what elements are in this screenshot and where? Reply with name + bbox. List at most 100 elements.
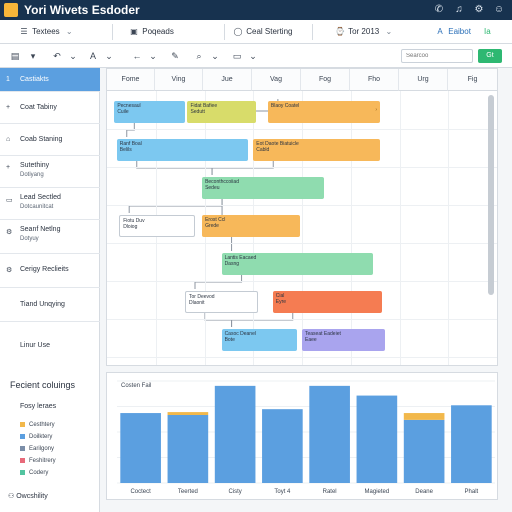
task-subtitle: Sedutt <box>190 109 205 115</box>
chart-bar-base[interactable] <box>214 385 256 483</box>
tab-textees[interactable]: ☰ Textees ⌄ <box>18 25 72 39</box>
chevron-down-icon[interactable]: ⌄ <box>211 51 219 61</box>
chart-bar-base[interactable] <box>262 409 303 483</box>
chart-bar-base[interactable] <box>167 415 209 483</box>
gantt-grid-line <box>107 357 497 358</box>
sidebar-item-coat-tabiny[interactable]: + Coat Tabiny <box>0 92 100 124</box>
task-subtitle: Cabld <box>256 147 270 153</box>
bar-chart-panel: Costen Fail Coctect Teerted Cisty Toyt 4 Rat… <box>106 372 498 500</box>
legend-item[interactable]: Feshitrery <box>20 457 56 465</box>
gantt-task-bar[interactable]: Beconthccoiiad Sedeu <box>202 177 324 199</box>
gantt-task-bar[interactable]: Fiotu Duv Dloiog <box>119 215 195 237</box>
legend-item[interactable]: Codery <box>20 469 48 477</box>
chevron-down-icon[interactable]: ⌄ <box>149 51 157 61</box>
sidebar-footer[interactable]: ⚇ Owcshility <box>8 492 48 500</box>
pencil-icon[interactable]: ✎ <box>171 51 179 61</box>
sidebar-item-label: Coab Staning <box>20 136 63 143</box>
item-glyph: 1 <box>6 76 10 83</box>
gantt-task-bar[interactable]: Lantis Eacaed Dasng <box>221 253 373 275</box>
chevron-down-icon[interactable]: ⌄ <box>105 51 113 61</box>
legend-label: Codery <box>29 470 49 476</box>
tab-ia[interactable]: Ia <box>484 25 491 39</box>
task-title: Fiotu Duv <box>123 218 145 224</box>
chart-bar-base[interactable] <box>451 405 492 483</box>
task-subtitle: Sedeu <box>205 185 220 191</box>
legend-item[interactable]: Cesthtery <box>20 421 55 429</box>
chevron-down-icon[interactable]: ⌄ <box>69 51 77 61</box>
chevron-right-icon[interactable]: › <box>375 107 377 113</box>
tab-bar: ☰ Textees ⌄ ▣ Poqeads ◯ Ceal Sterting ⌚ … <box>0 20 512 44</box>
dependency-line <box>128 199 223 213</box>
chart-bar-base[interactable] <box>120 413 161 483</box>
bell-icon[interactable]: ♫ <box>455 4 463 15</box>
layout-icon[interactable]: ▤ <box>10 51 20 61</box>
tab-tor-2013[interactable]: ⌚ Tor 2013 ⌄ <box>334 25 392 39</box>
task-title: Teaseat Eadeiet <box>305 331 341 337</box>
search-input[interactable] <box>401 49 473 63</box>
gantt-task-bar[interactable]: Teaseat Eadeiet Eaee <box>302 329 385 351</box>
gantt-scrollbar[interactable] <box>488 95 494 295</box>
chart-bar-base[interactable] <box>356 395 398 483</box>
legend-item[interactable]: Doilktery <box>20 433 52 441</box>
dependency-line <box>204 313 233 327</box>
toolbar: ▤ ▾ ↶ ⌄ A ⌄ ← ⌄ ✎ ⌕ ⌄ ▭ ⌄ Gt <box>0 44 512 68</box>
gantt-chart: Fome Ving Jue Vag Fog Fho Urg Fig Pecnes… <box>106 68 498 366</box>
sidebar-item-coab-staning[interactable]: ⌂ Coab Staning <box>0 124 100 156</box>
mode-dropdown[interactable]: ▾ <box>30 51 36 61</box>
sidebar-item-cerigy-reclieits[interactable]: ⚙ Cerigy Reclieits <box>0 254 100 288</box>
undo-icon[interactable]: ↶ <box>53 51 61 61</box>
sidebar-item-label: Tiand Unqying <box>20 301 65 308</box>
gantt-task-bar[interactable]: Pecnesaul Cuile <box>114 101 185 123</box>
user-icon[interactable]: ☺ <box>493 4 505 15</box>
chart-bar-base[interactable] <box>403 419 445 483</box>
phone-icon[interactable]: ✆ <box>434 4 444 15</box>
window-icon[interactable]: ▭ <box>232 51 242 61</box>
gantt-task-bar[interactable]: Casoc Deanel Bote <box>221 329 298 351</box>
chevron-down-icon[interactable]: ⌄ <box>249 51 257 61</box>
dependency-line <box>194 275 243 289</box>
tab-label: Ia <box>484 27 491 36</box>
gantt-column-header: Vag <box>252 69 301 91</box>
legend-label: Feshitrery <box>29 458 56 464</box>
sidebar-item-lead-sectled[interactable]: ▭ Lead Sectled Dotcaunitcat <box>0 188 100 220</box>
swatch <box>20 421 25 427</box>
text-icon[interactable]: A <box>89 51 96 61</box>
gantt-grid-line <box>107 129 497 130</box>
chart-bar-top[interactable] <box>403 413 445 420</box>
chart-bar-base[interactable] <box>309 385 350 483</box>
chart-tick-label: Coctect <box>130 489 151 495</box>
gantt-task-bar[interactable]: Eot Daote Biatuicle Cabld <box>253 139 380 161</box>
sidebar-item-sutethiny[interactable]: + Sutethiny Dotiyang <box>0 156 100 188</box>
gantt-task-bar[interactable]: Fidat Bafiee Sedutt <box>187 101 256 123</box>
sidebar-item-sub: Dotyuy <box>20 236 39 242</box>
gantt-task-bar[interactable]: Ranf Boal Belils <box>116 139 249 161</box>
chart-bar-top[interactable] <box>167 412 209 415</box>
chevron-down-icon: ⌄ <box>385 27 393 36</box>
task-subtitle: Grede <box>205 223 219 229</box>
list-icon: ☰ <box>20 27 28 36</box>
gantt-task-bar[interactable]: Tor Deevod Dlaonit <box>185 291 259 313</box>
sidebar-item-label: Sutethiny <box>20 162 50 169</box>
tab-eaibot[interactable]: A Eaibot <box>434 25 471 39</box>
search-icon[interactable]: ⌕ <box>196 51 202 61</box>
sidebar-item-tiand-unqying[interactable]: Tiand Unqying <box>0 288 100 322</box>
sidebar-item-castiakts[interactable]: 1 Castiakts <box>0 68 100 92</box>
tab-label: Poqeads <box>142 27 174 36</box>
tab-label: Tor 2013 <box>348 27 380 36</box>
go-button[interactable]: Gt <box>478 49 502 63</box>
sidebar-item-label: Linur Use <box>20 342 50 349</box>
gantt-task-bar[interactable]: Erost Ccl Grede <box>202 215 300 237</box>
user-icon: ⚇ <box>8 493 17 500</box>
gantt-task-bar[interactable]: Blaoy Coatel › <box>267 101 380 123</box>
sidebar-item-linur-use[interactable]: Linur Use <box>0 322 100 378</box>
sidebar-item-seanf-netlng[interactable]: ⚙ Seanf Netlng Dotyuy <box>0 220 100 254</box>
sidebar-item-label: Coat Tabiny <box>20 104 57 111</box>
gantt-task-bar[interactable]: Cial Eyre <box>272 291 383 313</box>
settings-icon[interactable]: ⚙ <box>474 4 484 15</box>
legend-item[interactable]: Earilgony <box>20 445 54 453</box>
tab-ceal-sterting[interactable]: ◯ Ceal Sterting <box>232 25 293 39</box>
swatch <box>20 469 25 475</box>
task-subtitle: Dasng <box>224 261 240 267</box>
tab-poqeads[interactable]: ▣ Poqeads <box>128 25 174 39</box>
back-icon[interactable]: ← <box>132 51 142 61</box>
